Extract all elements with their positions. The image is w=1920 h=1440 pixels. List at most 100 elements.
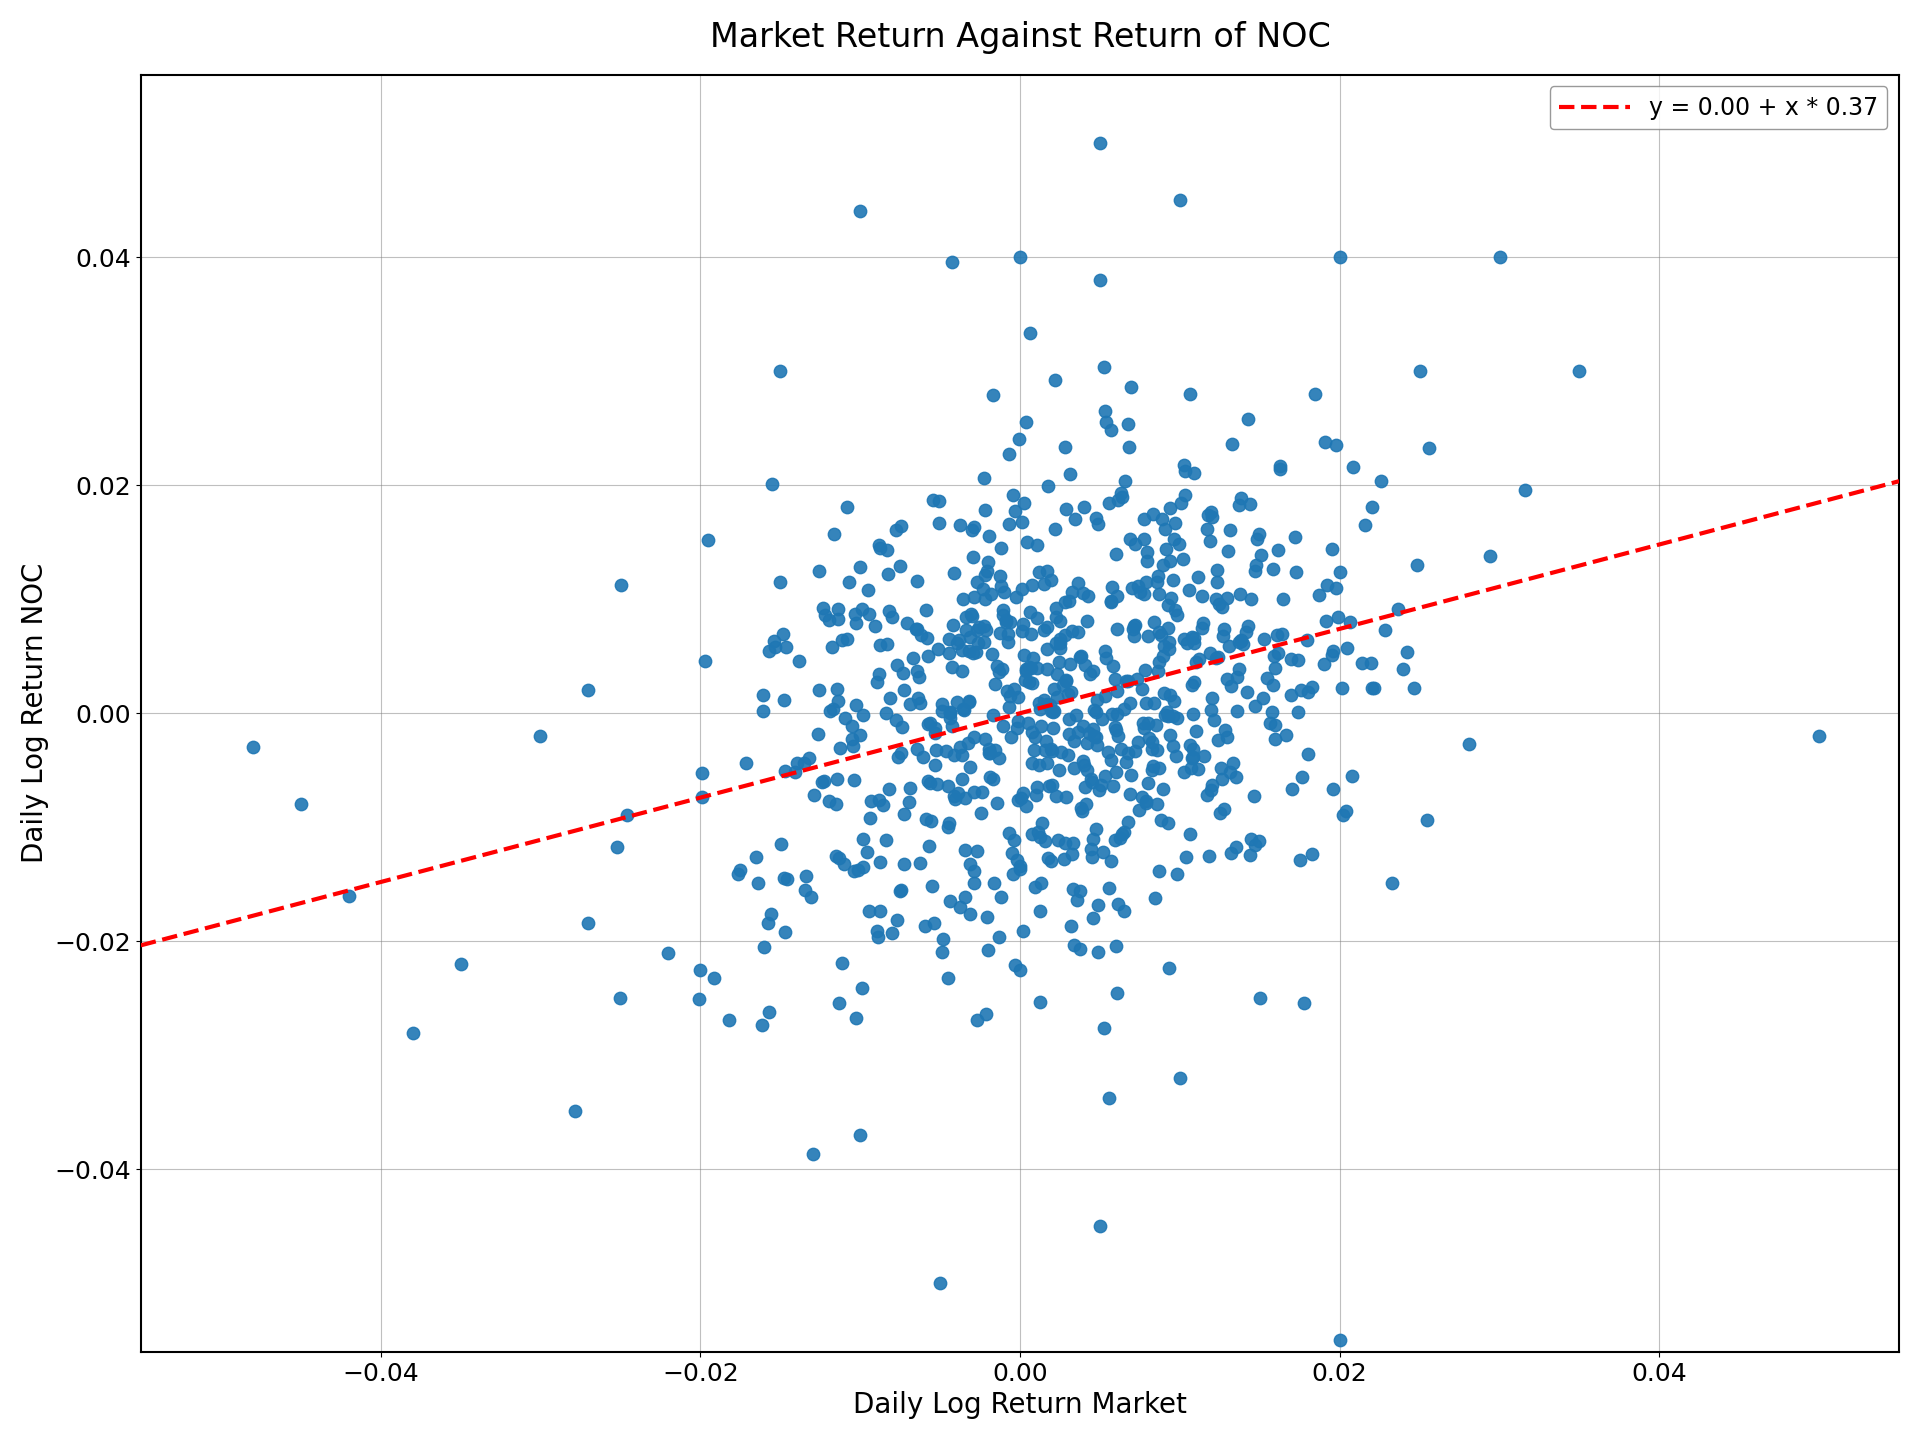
Point	[1179, 671, 1210, 694]
Point	[1004, 428, 1035, 451]
Point	[1142, 860, 1173, 883]
Point	[887, 661, 918, 684]
Point	[1256, 700, 1286, 723]
Point	[1129, 527, 1160, 550]
Point	[780, 760, 810, 783]
Point	[1169, 760, 1200, 783]
Point	[945, 896, 975, 919]
Point	[768, 622, 799, 645]
Point	[937, 714, 968, 737]
Point	[1106, 485, 1137, 508]
Point	[1008, 613, 1039, 636]
Point	[1016, 657, 1046, 680]
Point	[1085, 268, 1116, 291]
Point	[1150, 537, 1181, 560]
Point	[1100, 935, 1131, 958]
Point	[947, 768, 977, 791]
Point	[956, 602, 987, 625]
Point	[1165, 1067, 1196, 1090]
Point	[983, 926, 1014, 949]
Point	[1041, 685, 1071, 708]
Point	[1014, 670, 1044, 693]
Point	[1169, 628, 1200, 651]
Point	[1177, 746, 1208, 769]
Point	[1008, 644, 1039, 667]
Point	[933, 815, 964, 838]
Point	[1083, 893, 1114, 916]
Point	[1083, 940, 1114, 963]
Point	[1164, 531, 1194, 554]
Point	[851, 841, 881, 864]
Point	[1208, 596, 1238, 619]
Point	[1198, 505, 1229, 528]
Point	[1031, 615, 1062, 638]
Point	[1309, 431, 1340, 454]
Point	[985, 622, 1016, 645]
Point	[950, 619, 981, 642]
Point	[1002, 710, 1033, 733]
Point	[1160, 599, 1190, 622]
Point	[933, 628, 964, 651]
Point	[887, 716, 918, 739]
Point	[854, 806, 885, 829]
Point	[1392, 639, 1423, 662]
Point	[1171, 631, 1202, 654]
Point	[935, 707, 966, 730]
Point	[1162, 744, 1192, 768]
Point	[1031, 559, 1062, 582]
Point	[987, 599, 1018, 622]
Point	[1081, 818, 1112, 841]
Point	[948, 698, 979, 721]
Point	[885, 742, 916, 765]
Point	[1064, 880, 1094, 903]
Point	[912, 626, 943, 649]
Point	[822, 690, 852, 713]
Point	[1137, 737, 1167, 760]
Title: Market Return Against Return of NOC: Market Return Against Return of NOC	[710, 20, 1331, 53]
Point	[1137, 503, 1167, 526]
Point	[876, 606, 906, 629]
Point	[985, 564, 1016, 588]
Point	[1071, 793, 1102, 816]
Point	[924, 511, 954, 534]
Point	[770, 635, 801, 658]
Point	[975, 742, 1006, 765]
Point	[1185, 648, 1215, 671]
Point	[837, 727, 868, 750]
Point	[1050, 435, 1081, 458]
Point	[943, 628, 973, 651]
Point	[981, 792, 1012, 815]
Point	[1175, 822, 1206, 845]
Point	[1194, 844, 1225, 867]
Point	[1004, 854, 1035, 877]
Point	[1131, 691, 1162, 714]
Point	[954, 852, 985, 876]
Point	[1031, 739, 1062, 762]
Point	[758, 629, 789, 652]
Point	[987, 886, 1018, 909]
Point	[1248, 628, 1279, 651]
Point	[1077, 845, 1108, 868]
Point	[910, 914, 941, 937]
Point	[981, 654, 1012, 677]
Point	[1137, 730, 1167, 753]
Point	[925, 1272, 956, 1295]
Point	[789, 752, 820, 775]
Point	[1018, 671, 1048, 694]
Point	[1106, 737, 1137, 760]
Point	[1102, 585, 1133, 608]
Point	[854, 900, 885, 923]
Point	[1131, 549, 1162, 572]
Point	[987, 658, 1018, 681]
Point	[948, 697, 979, 720]
Point	[968, 577, 998, 600]
Point	[1327, 804, 1357, 827]
Point	[1181, 720, 1212, 743]
Point	[1044, 609, 1075, 632]
Point	[847, 855, 877, 878]
Point	[1023, 755, 1054, 778]
Point	[874, 563, 904, 586]
Point	[970, 498, 1000, 521]
Point	[1014, 600, 1044, 624]
Point	[1025, 991, 1056, 1014]
